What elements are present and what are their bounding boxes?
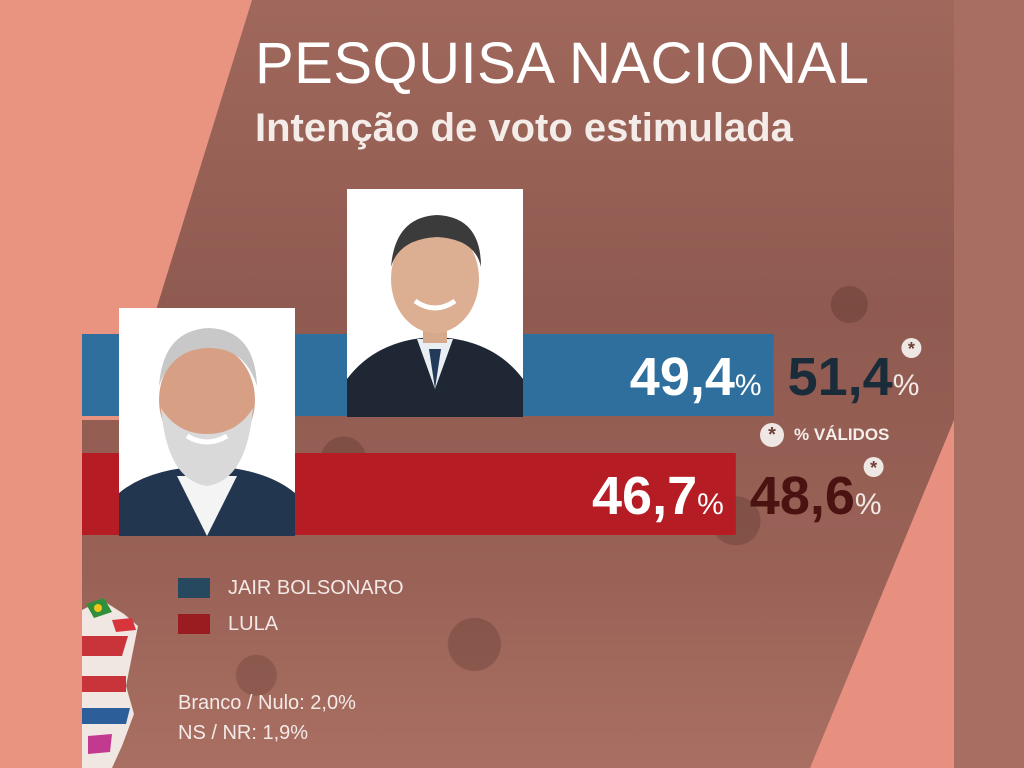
- valid-asterisk-mark-jair-bolsonaro: *: [908, 339, 915, 359]
- chart-title: PESQUISA NACIONAL: [255, 31, 870, 96]
- valid-label-lula: 48,6%: [750, 466, 882, 526]
- asterisk-icon: *: [760, 423, 784, 447]
- legend-item-lula: LULA: [178, 606, 404, 642]
- legend-label-lula: LULA: [228, 612, 279, 635]
- valid-votes-note-label: % VÁLIDOS: [794, 425, 890, 444]
- valid-votes-note: * % VÁLIDOS: [760, 423, 889, 447]
- valid-label-jair-bolsonaro: 51,4%: [788, 347, 920, 407]
- background-right: [954, 0, 1024, 768]
- jair-bolsonaro-photo: [347, 189, 523, 417]
- person-portrait-icon: [347, 189, 523, 417]
- legend-label-jair-bolsonaro: JAIR BOLSONARO: [228, 576, 404, 599]
- chart-subtitle: Intenção de voto estimulada: [255, 106, 793, 150]
- person-portrait-icon: [119, 308, 295, 536]
- valid-asterisk-mark-lula: *: [870, 458, 877, 478]
- background-left: [0, 0, 82, 768]
- chart-legend: JAIR BOLSONARO LULA: [178, 570, 404, 642]
- ns-nr-note: NS / NR: 1,9%: [178, 722, 309, 744]
- legend-swatch-lula: [178, 614, 210, 634]
- branco-nulo-note: Branco / Nulo: 2,0%: [178, 692, 356, 714]
- legend-item-jair-bolsonaro: JAIR BOLSONARO: [178, 570, 404, 606]
- valid-asterisk-icon-lula: [863, 457, 884, 477]
- legend-swatch-jair-bolsonaro: [178, 578, 210, 598]
- valid-asterisk-icon-jair-bolsonaro: [901, 338, 922, 358]
- footnotes: Branco / Nulo: 2,0% NS / NR: 1,9%: [178, 688, 356, 748]
- lula-photo: [119, 308, 295, 536]
- brazil-map-decoration-icon: [82, 598, 138, 768]
